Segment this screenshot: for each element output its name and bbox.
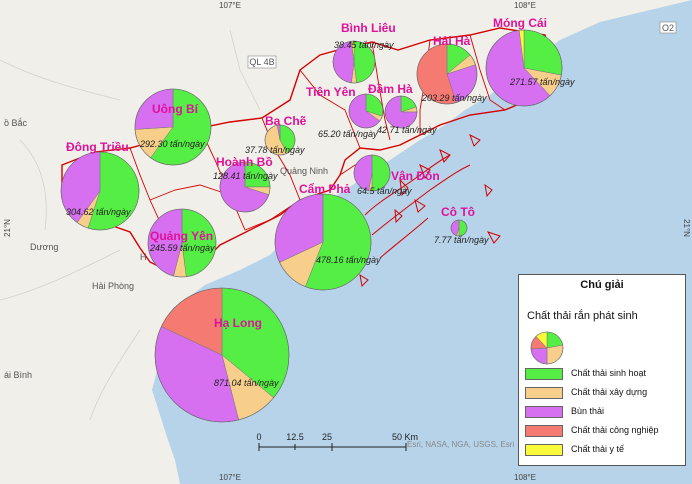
scale-tick-25: 25: [322, 432, 332, 442]
legend-sample-pie: [530, 331, 564, 365]
value-label-dam-ha: 42.71 tấn/ngày: [377, 125, 437, 135]
legend-swatch: [525, 406, 563, 418]
legend-swatch: [525, 368, 563, 380]
bg-label-duong: Dương: [30, 242, 58, 252]
legend-title: Chú giải: [580, 279, 624, 291]
value-label-dong-trieu: 304.62 tấn/ngày: [66, 207, 131, 217]
place-label-dam-ha: Đầm Hà: [368, 82, 413, 96]
pie-chart-tien-yen[interactable]: 65.20 tấn/ngày Tiên Yên: [306, 85, 384, 139]
pie-chart-ba-che[interactable]: 37.78 tấn/ngày Ba Chẽ: [245, 114, 307, 156]
place-label-hoanh-bo: Hoành Bồ: [216, 155, 273, 169]
value-label-hai-ha: 203.29 tấn/ngày: [421, 93, 487, 103]
place-label-co-to: Cô Tô: [441, 205, 475, 219]
value-label-mong-cai: 271.57 tấn/ngày: [509, 77, 575, 87]
legend-swatch: [525, 425, 563, 437]
bg-label-thai-binh: ái Bình: [4, 370, 32, 380]
bg-label-bac: ồ Bắc: [4, 118, 28, 128]
lat-label-21-left: 21°N: [3, 219, 12, 237]
pie-chart-binh-lieu[interactable]: 38.45 tấn/ngày Bình Liêu: [332, 21, 396, 84]
pie-chart-uong-bi[interactable]: 292.30 tấn/ngày Uông Bí: [134, 88, 212, 166]
value-label-van-don: 64.5 tấn/ngày: [357, 186, 412, 196]
pie-chart-layer: 38.45 tấn/ngày Bình Liêu 271.57 tấn/ngày Mó…: [60, 16, 575, 423]
value-label-ba-che: 37.78 tấn/ngày: [245, 145, 305, 155]
legend-panel: Chú giải Chất thải rắn phát sinh Chất th…: [518, 274, 686, 466]
value-label-quang-yen: 245.59 tấn/ngày: [149, 243, 215, 253]
lon-label-107-bottom: 107°E: [219, 473, 241, 482]
place-label-cam-pha: Cẩm Phả: [299, 182, 351, 196]
pie-chart-dam-ha[interactable]: 42.71 tấn/ngày Đầm Hà: [368, 82, 437, 135]
legend-label: Chất thải công nghiệp: [571, 425, 659, 435]
pie-chart-van-don[interactable]: 64.5 tấn/ngày Vân Đồn: [353, 154, 440, 196]
pie-mong-cai-slice-sinh-hoat: [523, 29, 563, 76]
legend-label: Chất thải sinh hoạt: [571, 368, 647, 378]
legend-subtitle: Chất thải rắn phát sinh: [527, 310, 638, 322]
lon-label-108-bottom: 108°E: [514, 473, 536, 482]
value-label-tien-yen: 65.20 tấn/ngày: [318, 129, 378, 139]
place-label-tien-yen: Tiên Yên: [306, 85, 356, 99]
pie-chart-co-to[interactable]: 7.77 tấn/ngày Cô Tô: [434, 205, 489, 245]
pie-chart-mong-cai[interactable]: 271.57 tấn/ngày Móng Cái: [485, 16, 575, 107]
map-credit: Esri, NASA, NGA, USGS, Esri: [407, 440, 514, 449]
place-label-hai-ha: Hải Hà: [433, 34, 471, 48]
scale-bar: 0 12.5 25 50 Km: [256, 432, 418, 451]
legend-sample-slice-xay-dung: [546, 344, 564, 365]
value-label-ha-long: 871.04 tấn/ngày: [214, 378, 279, 388]
place-label-van-don: Vân Đồn: [391, 169, 440, 183]
bg-label-hai-phong: Hải Phòng: [92, 281, 134, 291]
place-label-dong-trieu: Đông Triều: [66, 140, 129, 154]
place-label-binh-lieu: Bình Liêu: [341, 21, 396, 35]
scale-tick-12-5: 12.5: [286, 432, 304, 442]
place-label-uong-bi: Uông Bí: [152, 102, 199, 116]
svg-text:QL 4B: QL 4B: [249, 57, 274, 67]
pie-chart-hoanh-bo[interactable]: 128.41 tấn/ngày Hoành Bồ: [213, 155, 278, 213]
legend-label: Chất thải xây dựng: [571, 387, 648, 397]
legend-swatch: [525, 387, 563, 399]
lat-label-21-right: 21°N: [682, 219, 691, 237]
place-label-ha-long: Hạ Long: [214, 316, 262, 330]
road-lines: [0, 29, 261, 421]
road-shield-o2: O2: [659, 21, 677, 34]
place-label-mong-cai: Móng Cái: [493, 16, 547, 30]
scale-tick-50: 50 Km: [392, 432, 418, 442]
scale-tick-0: 0: [256, 432, 261, 442]
pie-chart-ha-long[interactable]: 871.04 tấn/ngày Hạ Long: [154, 287, 290, 423]
place-label-ba-che: Ba Chẽ: [265, 114, 307, 128]
pie-chart-cam-pha[interactable]: 478.16 tấn/ngày Cẩm Phả: [274, 182, 381, 291]
legend-swatch: [525, 444, 563, 456]
value-label-co-to: 7.77 tấn/ngày: [434, 235, 489, 245]
value-label-cam-pha: 478.16 tấn/ngày: [316, 255, 381, 265]
pie-chart-dong-trieu[interactable]: 304.62 tấn/ngày Đông Triều: [60, 140, 140, 231]
lon-label-108-top: 108°E: [514, 1, 536, 10]
value-label-uong-bi: 292.30 tấn/ngày: [139, 139, 205, 149]
value-label-binh-lieu: 38.45 tấn/ngày: [334, 40, 394, 50]
bg-label-quang-ninh: Quảng Ninh: [280, 166, 328, 176]
value-label-hoanh-bo: 128.41 tấn/ngày: [213, 171, 278, 181]
legend-label: Bùn thải: [571, 406, 605, 416]
pie-chart-hai-ha[interactable]: 203.29 tấn/ngày Hải Hà: [416, 34, 487, 105]
road-shield-ql4b: QL 4B: [247, 55, 277, 69]
place-label-quang-yen: Quảng Yên: [150, 229, 213, 243]
lon-label-107-top: 107°E: [219, 1, 241, 10]
bg-label-ha: H: [140, 252, 147, 262]
svg-text:O2: O2: [662, 23, 674, 33]
legend-label: Chất thải y tế: [571, 444, 625, 454]
